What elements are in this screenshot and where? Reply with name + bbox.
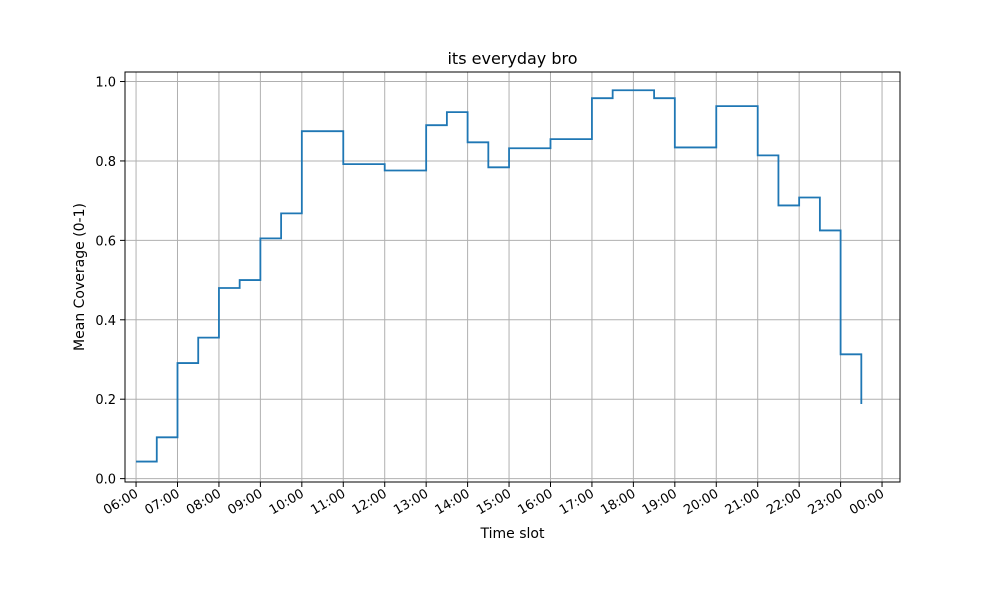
x-axis: 06:00 07:00 08:00 09:00 10:00 11:00 12:00 13:00…	[101, 482, 887, 518]
y-tick-label: 0.0	[95, 473, 116, 488]
x-tick-label: 06:00	[101, 486, 141, 518]
x-tick-label: 17:00	[557, 486, 597, 518]
y-axis-label: Mean Coverage (0-1)	[72, 203, 88, 351]
x-tick-label: 19:00	[640, 486, 680, 518]
y-tick-label: 0.6	[95, 234, 116, 249]
x-tick-label: 23:00	[806, 486, 846, 518]
y-axis: 0.0 0.2 0.4 0.6 0.8 1.0	[95, 76, 125, 488]
chart-title: its everyday bro	[447, 49, 577, 68]
x-tick-label: 18:00	[598, 486, 638, 518]
x-tick-label: 10:00	[267, 486, 307, 518]
x-tick-label: 22:00	[764, 486, 804, 518]
x-tick-label: 08:00	[184, 486, 224, 518]
x-tick-label: 07:00	[143, 486, 183, 518]
y-tick-label: 1.0	[95, 76, 116, 91]
x-tick-label: 20:00	[681, 486, 721, 518]
x-tick-label: 11:00	[308, 486, 348, 518]
x-tick-label: 14:00	[433, 486, 473, 518]
grid	[125, 72, 900, 482]
x-tick-label: 15:00	[474, 486, 514, 518]
x-tick-label: 09:00	[225, 486, 265, 518]
plot-frame	[124, 71, 901, 483]
x-tick-label: 00:00	[847, 486, 887, 518]
x-tick-label: 21:00	[723, 486, 763, 518]
x-tick-label: 12:00	[350, 486, 390, 518]
x-axis-label: Time slot	[480, 526, 545, 542]
x-tick-label: 13:00	[391, 486, 431, 518]
y-tick-label: 0.4	[95, 314, 116, 329]
x-tick-label: 16:00	[516, 486, 556, 518]
y-tick-label: 0.8	[95, 155, 116, 170]
y-tick-label: 0.2	[95, 393, 116, 408]
coverage-series-line	[136, 89, 863, 463]
